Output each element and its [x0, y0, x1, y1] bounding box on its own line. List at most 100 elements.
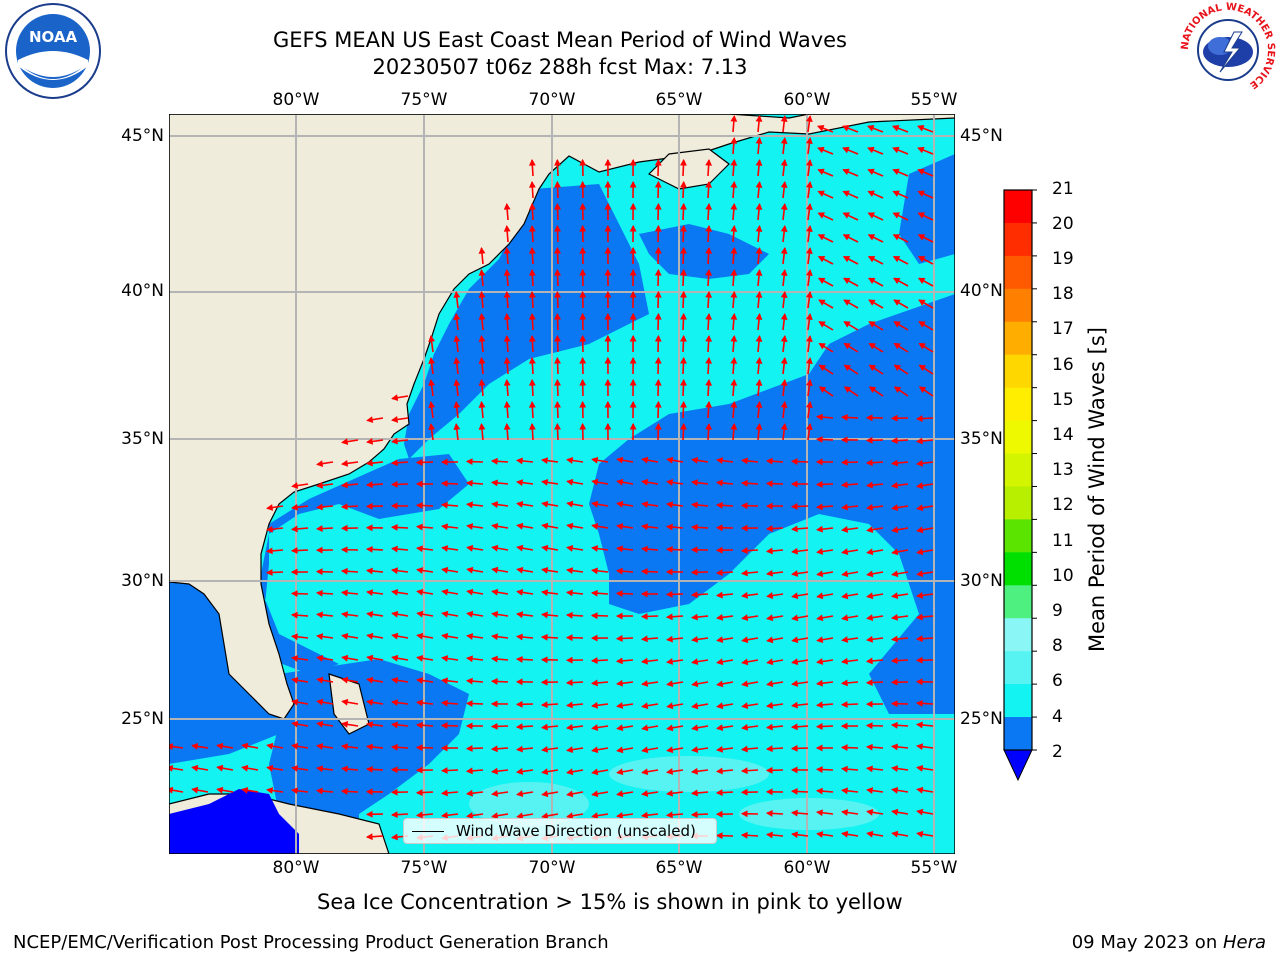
wave-direction-arrow — [816, 636, 834, 644]
wave-direction-arrow — [867, 168, 884, 177]
wave-direction-arrow — [540, 701, 559, 709]
wave-direction-arrow — [441, 610, 459, 618]
colorbar-tick: 6 — [1052, 671, 1063, 691]
wave-direction-arrow — [416, 545, 434, 553]
wave-direction-arrow — [291, 765, 309, 772]
wave-direction-arrow — [691, 457, 709, 464]
wave-direction-arrow — [441, 655, 459, 662]
wave-direction-arrow — [740, 479, 759, 487]
wave-direction-arrow — [453, 423, 461, 441]
wave-direction-arrow — [730, 268, 738, 287]
wave-direction-arrow — [780, 247, 788, 265]
wave-direction-arrow — [816, 548, 834, 555]
wave-direction-arrow — [866, 592, 884, 600]
wave-direction-arrow — [691, 613, 709, 621]
wave-direction-arrow — [816, 570, 834, 578]
wave-direction-arrow — [590, 657, 609, 664]
wave-direction-arrow — [680, 202, 687, 221]
wave-direction-arrow — [415, 523, 434, 531]
wave-direction-arrow — [790, 480, 809, 488]
wave-direction-arrow — [891, 765, 909, 772]
noaa-logo-text: NOAA — [29, 28, 78, 46]
wave-direction-arrow — [440, 458, 459, 466]
wave-direction-arrow — [528, 400, 536, 419]
wave-direction-arrow — [566, 522, 584, 530]
wave-direction-arrow — [780, 335, 788, 353]
wave-direction-arrow — [816, 831, 834, 838]
lon-label-bottom: 60°W — [783, 858, 831, 878]
wave-direction-arrow — [680, 224, 687, 243]
wave-direction-arrow — [816, 809, 834, 817]
wave-direction-arrow — [316, 460, 334, 467]
wave-direction-arrow — [666, 479, 684, 486]
wave-direction-arrow — [680, 158, 687, 177]
wave-direction-arrow — [841, 548, 859, 556]
wave-direction-arrow — [340, 503, 359, 511]
wave-direction-arrow — [755, 224, 763, 243]
wave-direction-arrow — [891, 808, 909, 816]
wave-direction-arrow — [415, 811, 434, 819]
colorbar-tick: 18 — [1052, 284, 1074, 304]
wave-direction-arrow — [705, 312, 713, 331]
wave-direction-arrow — [690, 568, 709, 576]
colorbar-segment — [1004, 651, 1032, 685]
wave-direction-arrow — [840, 458, 859, 466]
wave-direction-arrow — [815, 458, 834, 466]
wave-direction-arrow — [755, 378, 763, 397]
wave-direction-arrow — [554, 246, 561, 265]
wave-direction-arrow — [391, 610, 409, 618]
lon-label-top: 80°W — [272, 90, 320, 110]
colorbar-label: Mean Period of Wind Waves [s] — [1085, 327, 1109, 652]
wave-direction-arrow — [790, 525, 809, 533]
wave-direction-arrow — [540, 656, 559, 664]
wave-direction-arrow — [341, 459, 359, 467]
wave-direction-arrow — [918, 364, 934, 375]
wave-direction-arrow — [690, 811, 709, 818]
wave-direction-arrow — [641, 768, 659, 776]
wave-direction-arrow — [169, 764, 184, 772]
wave-direction-arrow — [415, 502, 434, 509]
wave-direction-arrow — [765, 457, 784, 465]
wave-direction-arrow — [866, 481, 884, 489]
lon-label-bottom: 75°W — [400, 858, 448, 878]
wave-direction-arrow — [541, 589, 559, 597]
wave-direction-arrow — [566, 457, 584, 464]
wave-direction-arrow — [629, 268, 637, 287]
wave-direction-arrow — [590, 612, 609, 620]
wave-direction-arrow — [765, 547, 784, 555]
wave-direction-arrow — [566, 478, 584, 486]
wave-direction-arrow — [415, 766, 434, 774]
wave-direction-arrow — [390, 811, 409, 819]
wave-direction-arrow — [466, 523, 484, 530]
wave-direction-arrow — [680, 290, 687, 309]
noaa-logo: NOAA — [5, 3, 101, 99]
wave-direction-arrow — [840, 701, 859, 708]
colorbar-tick: 17 — [1052, 319, 1074, 339]
wave-direction-arrow — [842, 255, 859, 265]
colorbar-segment — [1004, 618, 1032, 652]
wave-direction-arrow — [715, 501, 734, 509]
wave-direction-arrow — [790, 744, 809, 752]
wave-direction-arrow — [440, 699, 459, 707]
wave-direction-arrow — [579, 378, 587, 397]
wave-direction-arrow — [805, 181, 813, 199]
wave-direction-arrow — [915, 437, 934, 445]
wave-direction-arrow — [391, 394, 409, 402]
wave-direction-arrow — [415, 789, 434, 796]
wave-direction-arrow — [554, 180, 561, 199]
wave-direction-arrow — [865, 722, 884, 730]
wave-direction-arrow — [579, 422, 587, 441]
wave-direction-arrow — [805, 423, 813, 441]
wave-direction-arrow — [541, 544, 559, 552]
wave-direction-arrow — [616, 790, 634, 798]
wave-direction-arrow — [515, 633, 534, 641]
wave-direction-arrow — [842, 212, 859, 221]
wave-direction-arrow — [291, 742, 309, 750]
wave-direction-arrow — [740, 767, 759, 775]
wave-direction-arrow — [466, 588, 484, 596]
wave-direction-arrow — [680, 356, 687, 375]
wave-direction-arrow — [841, 809, 859, 816]
wave-direction-arrow — [640, 635, 659, 643]
wave-direction-arrow — [390, 502, 409, 510]
wave-direction-arrow — [716, 613, 734, 621]
